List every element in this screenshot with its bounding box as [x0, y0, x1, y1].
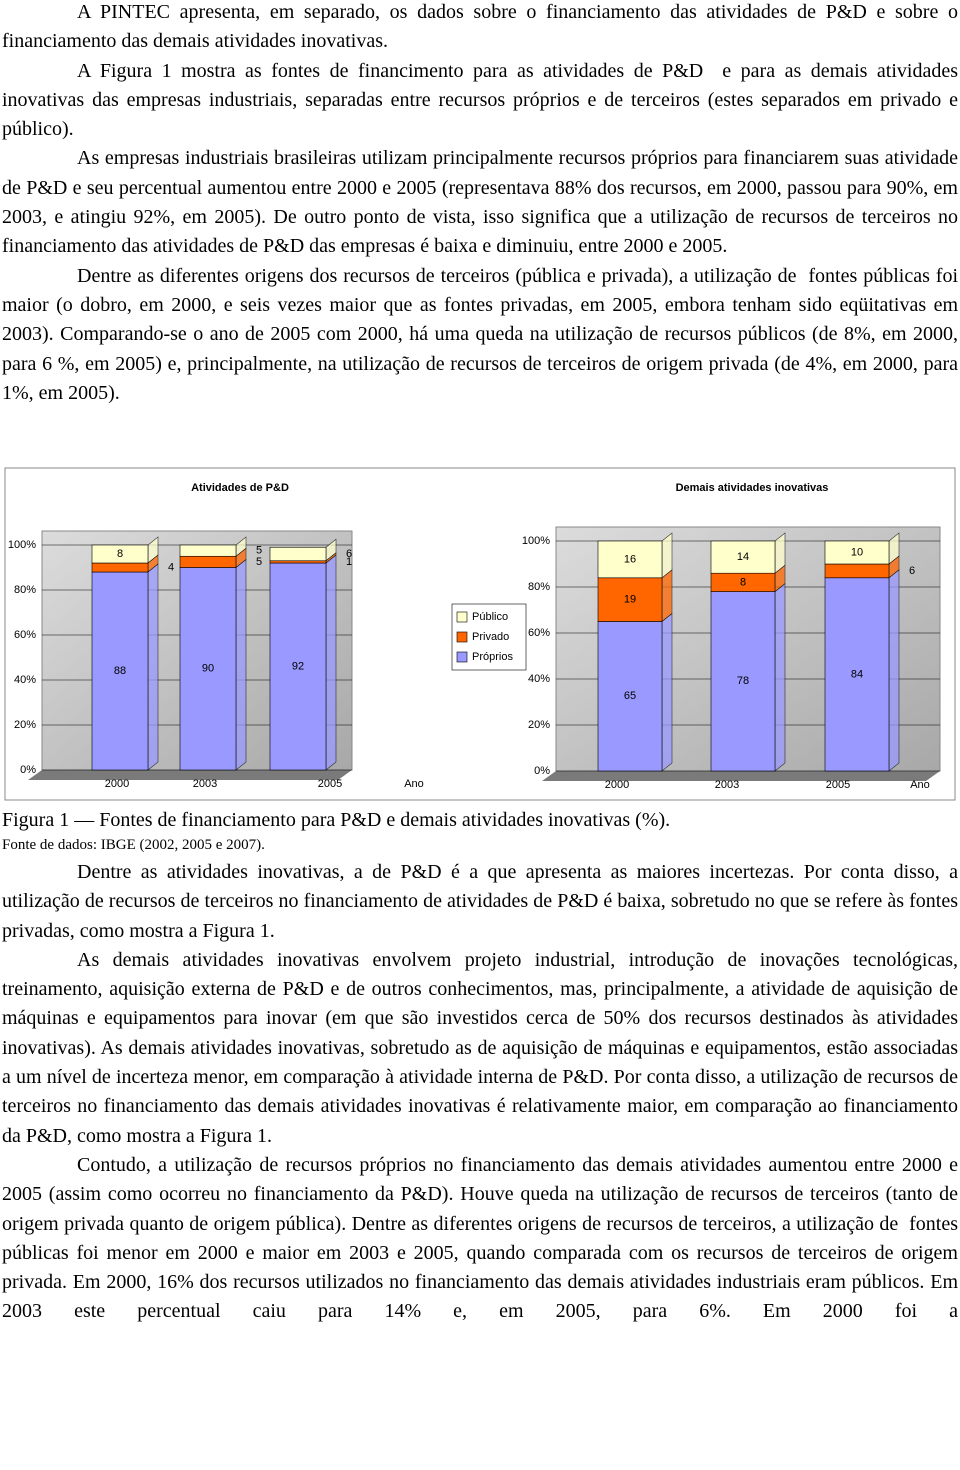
bar-segment — [710, 540, 776, 574]
bar-side — [774, 582, 786, 772]
bar-segment — [824, 540, 890, 565]
value-label: 5 — [256, 545, 262, 557]
chart-title: Demais atividades inovativas — [676, 482, 829, 494]
source: Fonte de dados: IBGE (2002, 2005 e 2007)… — [2, 837, 265, 853]
value-label: 5 — [256, 556, 262, 568]
legend-swatch — [456, 611, 468, 623]
bar-segment — [91, 571, 149, 771]
bar-segment — [597, 621, 663, 772]
x-tick-label: 2000 — [105, 778, 129, 790]
x-axis-label: Ano — [910, 779, 930, 791]
bar-segment — [824, 577, 890, 772]
y-tick-label: 40% — [14, 674, 36, 686]
floor — [542, 771, 940, 781]
y-tick-label: 100% — [8, 539, 36, 551]
legend-label: Próprios — [472, 651, 513, 663]
bar-side — [147, 563, 159, 771]
y-tick-label: 40% — [528, 673, 550, 685]
x-tick-label: 2000 — [605, 779, 629, 791]
value-label: 6 — [346, 548, 352, 560]
y-tick-label: 60% — [528, 627, 550, 639]
x-tick-label: 2005 — [826, 779, 850, 791]
paragraph: As empresas industriais brasileiras util… — [2, 147, 958, 258]
bar-side — [661, 532, 673, 579]
legend-swatch — [456, 651, 468, 663]
bar-segment — [269, 560, 327, 564]
value-label: 1 — [346, 556, 352, 568]
bar-segment — [597, 577, 663, 622]
paragraph: Dentre as diferentes origens dos recurso… — [2, 264, 958, 404]
value-label: 92 — [292, 660, 304, 672]
value-label: 84 — [851, 668, 863, 680]
y-tick-label: 20% — [528, 719, 550, 731]
y-tick-label: 60% — [14, 629, 36, 641]
x-tick-label: 2003 — [193, 778, 217, 790]
value-label: 65 — [624, 690, 636, 702]
chart-title: Atividades de P&D — [191, 482, 289, 494]
y-tick-label: 80% — [528, 581, 550, 593]
value-label: 90 — [202, 663, 214, 675]
figure: Atividades de P&D0%20%40%60%80%100%Ano20… — [4, 467, 956, 801]
paragraph: A Figura 1 mostra as fontes de financime… — [2, 59, 958, 141]
paragraph: As demais atividades inovativas envolvem… — [2, 948, 958, 1147]
y-tick-label: 80% — [14, 584, 36, 596]
value-label: 8 — [740, 576, 746, 588]
x-axis-label: Ano — [404, 778, 424, 790]
text-before: A PINTEC apresenta, em separado, os dado… — [2, 0, 958, 408]
paragraph: Dentre as atividades inovativas, a de P&… — [2, 861, 958, 942]
caption: Figura 1 — Fontes de financiamento para … — [2, 809, 671, 831]
legend-label: Público — [472, 611, 508, 623]
bar-segment — [91, 562, 149, 573]
y-tick-label: 20% — [14, 719, 36, 731]
bar-side — [661, 612, 673, 772]
bar-side — [325, 554, 337, 771]
value-label: 88 — [114, 665, 126, 677]
legend-label: Privado — [472, 631, 509, 643]
value-label: 19 — [624, 594, 636, 606]
bar-segment — [710, 591, 776, 772]
value-label: 6 — [909, 565, 915, 577]
text-after: Dentre as atividades inovativas, a de P&… — [2, 858, 958, 1327]
value-label: 78 — [737, 675, 749, 687]
bar-segment — [269, 562, 327, 771]
bar-segment — [91, 544, 149, 564]
value-label: 10 — [851, 546, 863, 558]
bar-side — [235, 558, 247, 771]
value-label: 4 — [168, 561, 174, 573]
bar-segment — [824, 563, 890, 579]
bar-segment — [269, 546, 327, 562]
bar-side — [888, 569, 900, 772]
x-tick-label: 2005 — [318, 778, 342, 790]
x-tick-label: 2003 — [715, 779, 739, 791]
value-label: 14 — [737, 551, 749, 563]
paragraph: A PINTEC apresenta, em separado, os dado… — [2, 1, 958, 53]
y-tick-label: 100% — [522, 535, 550, 547]
bar-segment — [597, 540, 663, 579]
legend-swatch — [456, 631, 468, 643]
bar-segment — [179, 544, 237, 557]
y-tick-label: 0% — [534, 765, 550, 777]
floor — [28, 770, 352, 780]
value-label: 16 — [624, 553, 636, 565]
bar-side — [661, 569, 673, 623]
y-tick-label: 0% — [20, 764, 36, 776]
paragraph: Contudo, a utilização de recursos própri… — [2, 1153, 958, 1323]
bar-segment — [179, 555, 237, 568]
value-label: 8 — [117, 548, 123, 560]
